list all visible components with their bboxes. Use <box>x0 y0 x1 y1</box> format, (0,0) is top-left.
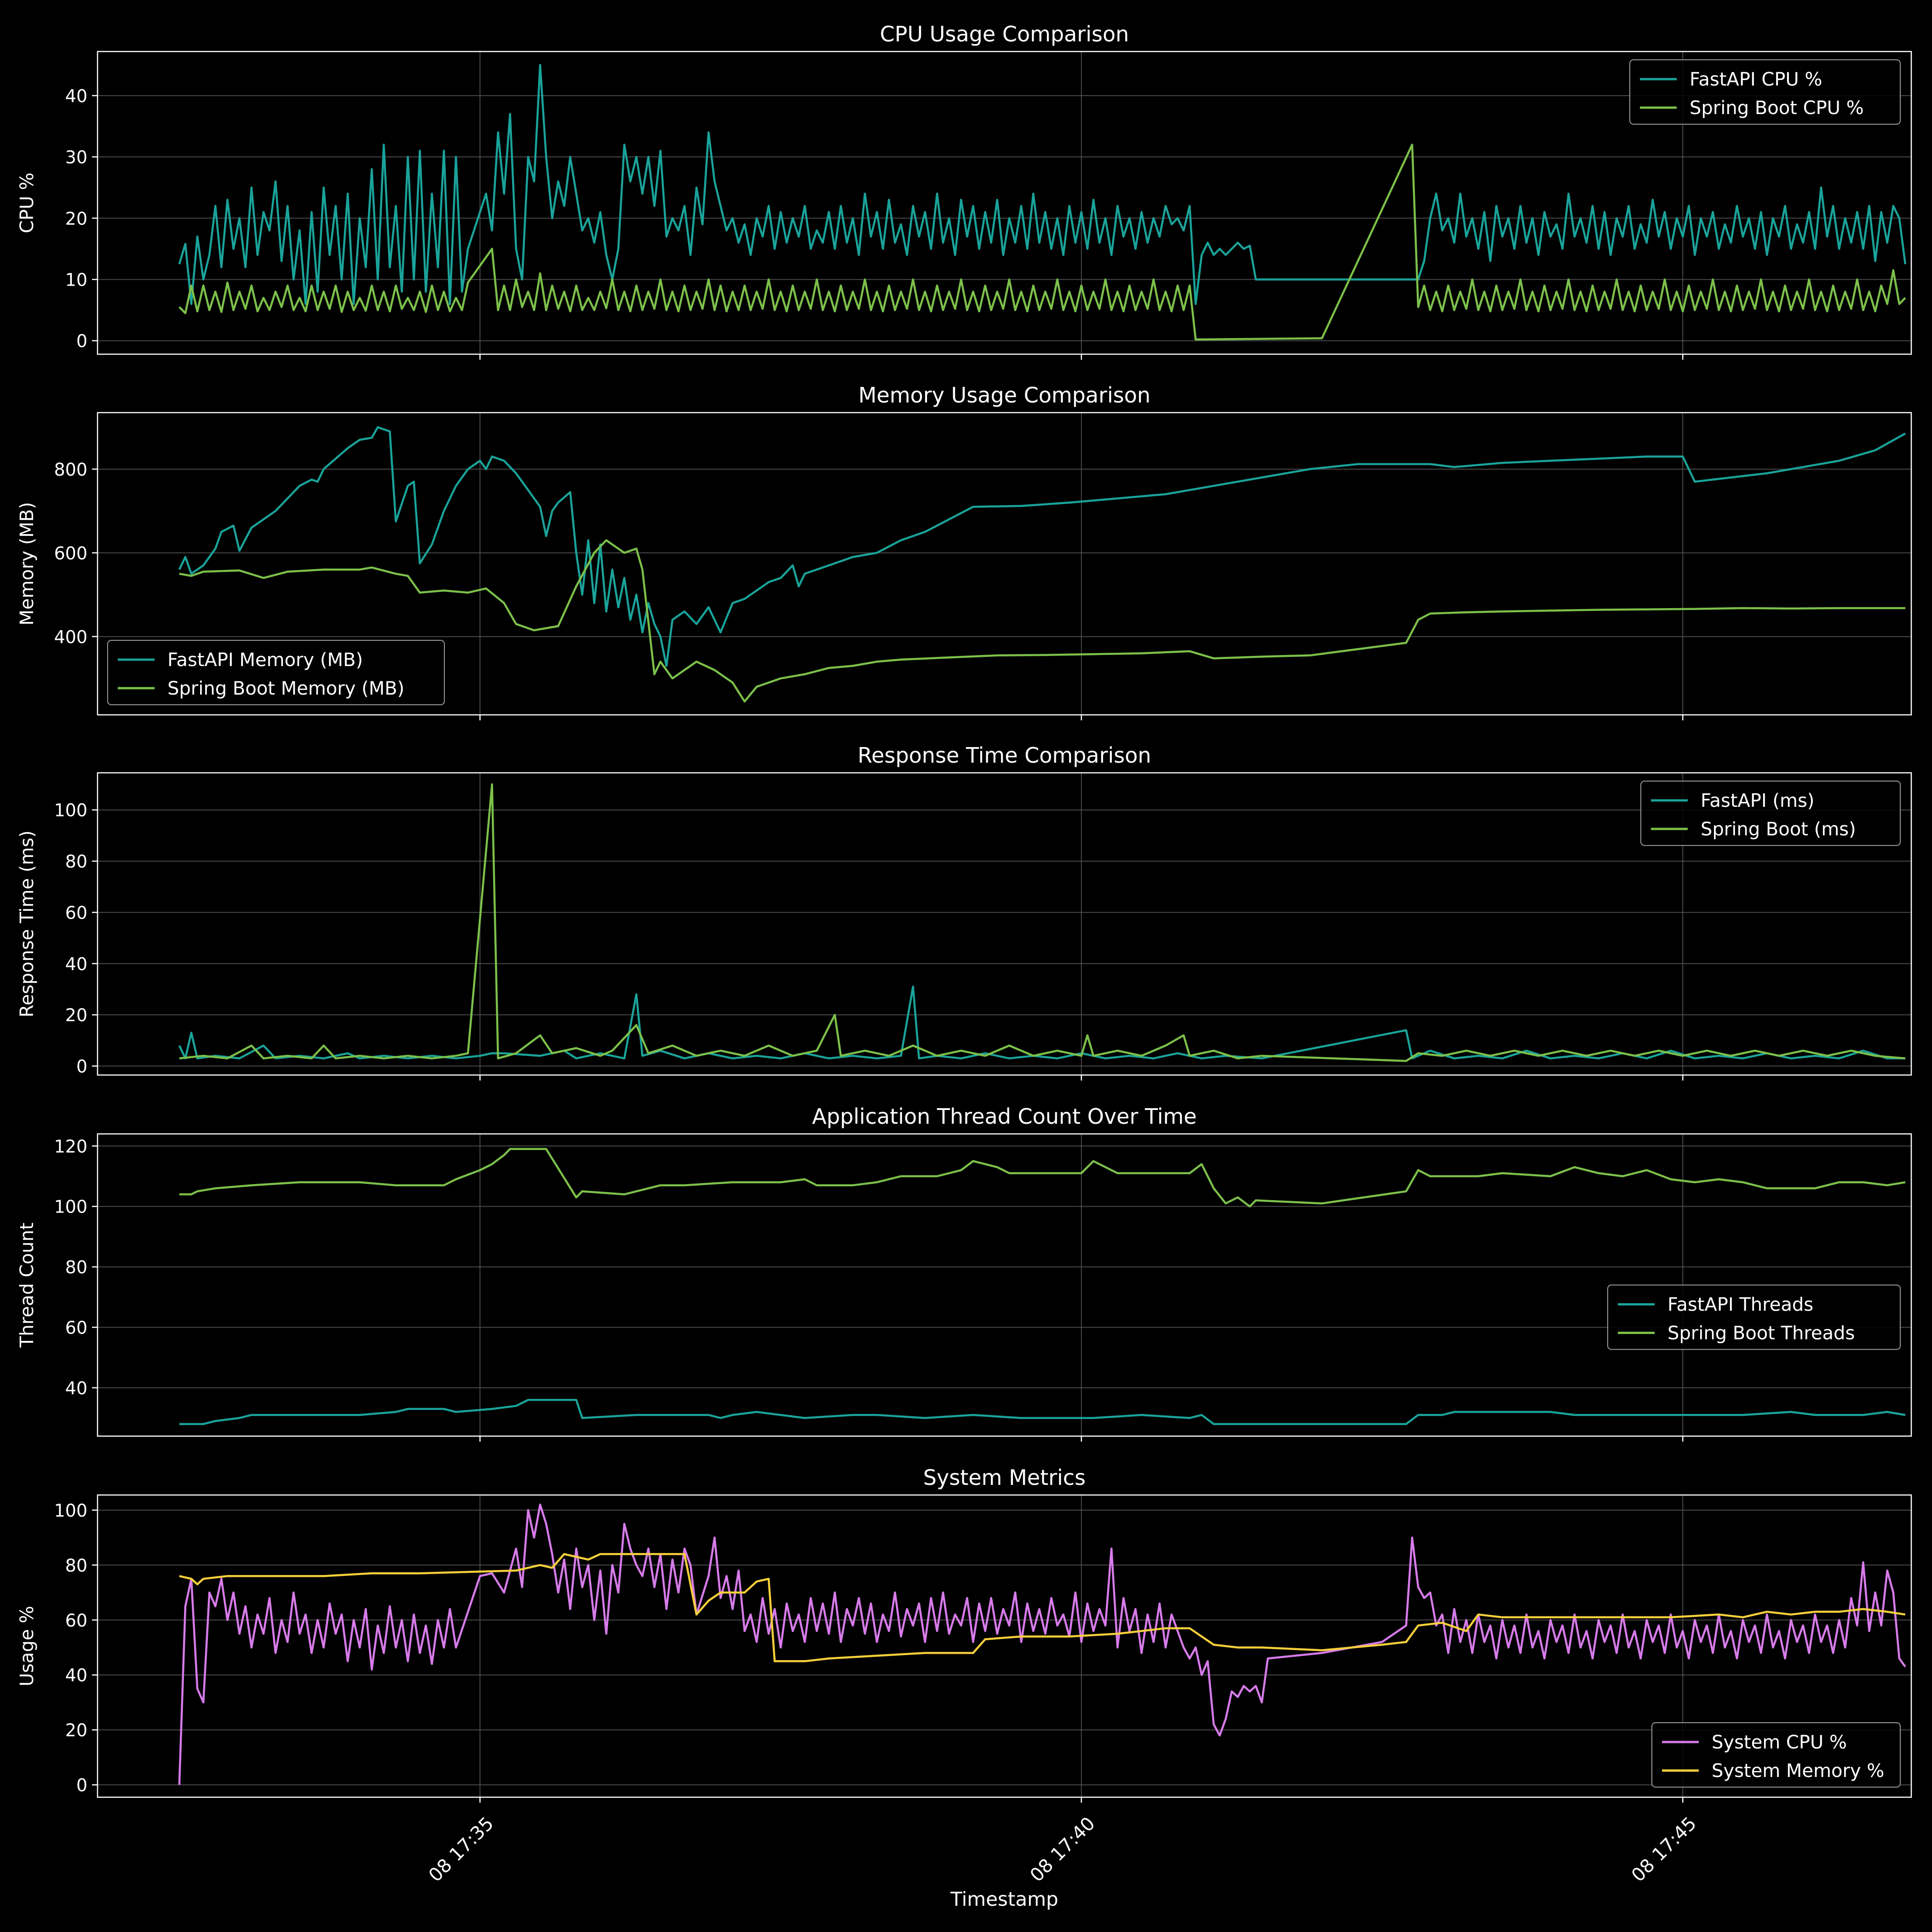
series-line-2 <box>179 1148 1906 1208</box>
panel-title: System Metrics <box>923 1465 1086 1490</box>
chart-panels: 0 10 20 30 40 CPU Usage Comparison CPU % FastAP… <box>17 22 1912 1803</box>
x-axis-label: Timestamp <box>950 1888 1058 1910</box>
series-line-2 <box>179 539 1905 703</box>
legend-label: Spring Boot Memory (MB) <box>167 678 404 699</box>
y-tick-label: 80 <box>65 1257 87 1277</box>
legend-box <box>1640 781 1901 846</box>
y-tick-label: 30 <box>65 147 87 167</box>
series-line-2 <box>178 144 1906 341</box>
y-tick-label: 40 <box>65 954 87 974</box>
panel-3: 0 20 40 60 80 100 Response Time Comparison Resp… <box>17 743 1912 1081</box>
y-axis-label: Response Time (ms) <box>17 830 38 1017</box>
legend: FastAPI CPU % Spring Boot CPU % <box>1629 59 1901 125</box>
legend-label: FastAPI (ms) <box>1701 790 1814 811</box>
axes-frame <box>97 51 1912 355</box>
y-tick-label: 20 <box>65 1720 87 1741</box>
y-tick-label: 60 <box>65 903 87 923</box>
legend-box <box>1607 1284 1901 1350</box>
axes-frame <box>97 772 1912 1076</box>
panel-4: 40 60 80 100 120 Application Thread Count Ove… <box>17 1104 1912 1442</box>
series-line-2 <box>179 783 1906 1062</box>
y-tick-label: 0 <box>76 1057 87 1077</box>
axes-frame <box>97 412 1912 716</box>
panel-title: Memory Usage Comparison <box>858 383 1150 408</box>
y-tick-label: 20 <box>65 1005 87 1025</box>
series-line-1 <box>179 1398 1906 1425</box>
y-tick-label: 60 <box>65 1317 87 1338</box>
y-tick-label: 40 <box>65 86 87 106</box>
y-tick-label: 100 <box>54 1197 87 1217</box>
legend-label: Spring Boot Threads <box>1668 1323 1855 1344</box>
series-line-1 <box>178 1503 1906 1785</box>
panel-title: Response Time Comparison <box>857 743 1151 768</box>
y-tick-label: 60 <box>65 1610 87 1631</box>
y-tick-label: 0 <box>76 331 87 351</box>
legend-label: FastAPI Memory (MB) <box>167 650 363 671</box>
y-tick-label: 40 <box>65 1378 87 1398</box>
panel-1: 0 10 20 30 40 CPU Usage Comparison CPU % FastAP… <box>17 22 1912 360</box>
axes-frame <box>97 1133 1912 1437</box>
legend: FastAPI (ms) Spring Boot (ms) <box>1640 781 1901 846</box>
legend-box <box>1651 1722 1901 1788</box>
panel-title: Application Thread Count Over Time <box>812 1104 1196 1129</box>
legend-label: FastAPI CPU % <box>1690 69 1822 90</box>
legend-label: Spring Boot CPU % <box>1690 98 1864 119</box>
y-tick-label: 120 <box>54 1136 87 1156</box>
legend-label: FastAPI Threads <box>1668 1294 1813 1316</box>
y-tick-label: 800 <box>54 460 87 480</box>
y-tick-label: 80 <box>65 1555 87 1576</box>
panel-2: 400 600 800 Memory Usage Comparison Memory (… <box>17 383 1912 720</box>
y-tick-label: 100 <box>54 1501 87 1521</box>
y-tick-label: 100 <box>54 800 87 821</box>
y-tick-label: 10 <box>65 270 87 290</box>
legend: System CPU % System Memory % <box>1651 1722 1901 1788</box>
legend: FastAPI Threads Spring Boot Threads <box>1607 1284 1901 1350</box>
legend-label: System Memory % <box>1712 1760 1884 1782</box>
y-tick-label: 400 <box>54 627 87 647</box>
legend-box <box>107 640 445 705</box>
legend-label: System CPU % <box>1712 1732 1847 1753</box>
y-tick-label: 20 <box>65 208 87 229</box>
series-line-1 <box>178 426 1906 667</box>
y-axis-label: CPU % <box>17 172 38 233</box>
y-tick-label: 40 <box>65 1665 87 1685</box>
panel-5: 0 20 40 60 80 100 System Metrics Usage % System … <box>17 1465 1912 1803</box>
y-tick-label: 600 <box>54 543 87 564</box>
legend-box <box>1629 59 1901 125</box>
y-tick-label: 80 <box>65 851 87 872</box>
y-axis-label: Thread Count <box>17 1223 38 1348</box>
series-line-1 <box>178 64 1907 305</box>
y-axis-label: Usage % <box>17 1606 38 1686</box>
axes-frame <box>97 1494 1912 1798</box>
panel-title: CPU Usage Comparison <box>880 22 1129 46</box>
legend: FastAPI Memory (MB) Spring Boot Memory (M… <box>107 640 445 705</box>
legend-label: Spring Boot (ms) <box>1701 819 1856 840</box>
series-line-2 <box>179 1553 1906 1662</box>
y-axis-label: Memory (MB) <box>17 502 38 626</box>
y-tick-label: 0 <box>76 1775 87 1795</box>
